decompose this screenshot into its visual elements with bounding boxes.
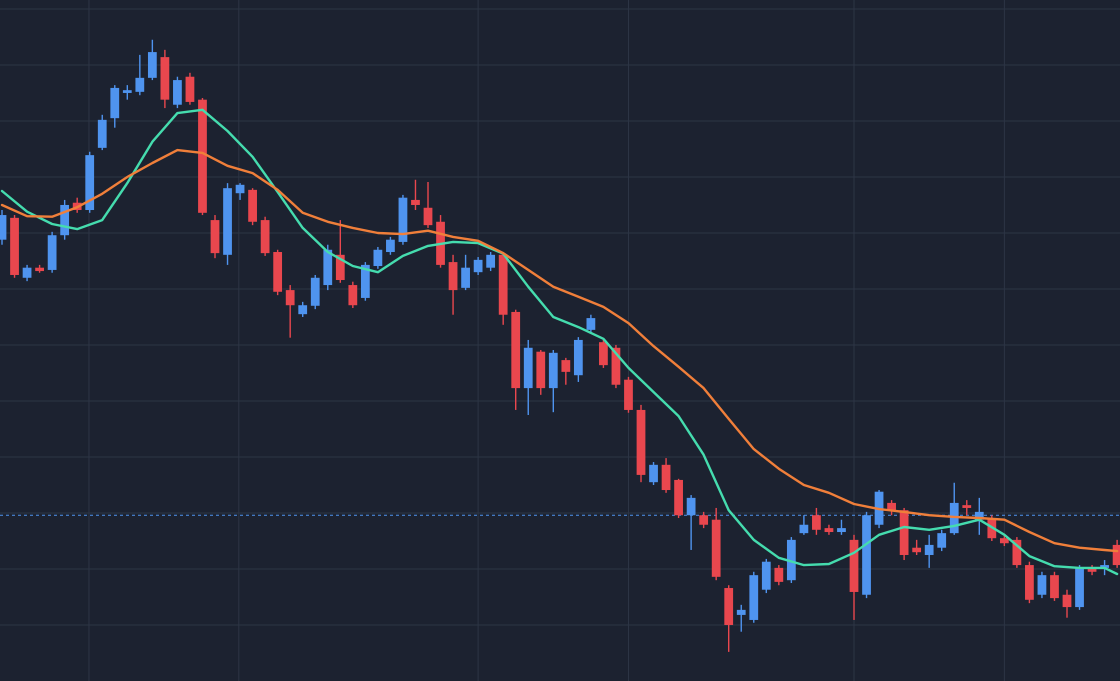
candle-body [962, 505, 972, 508]
candle-body [849, 539, 859, 592]
candle-body [724, 588, 734, 625]
candle-body [386, 239, 395, 253]
candle-body [97, 119, 107, 148]
candle-body [210, 220, 220, 254]
candle-body [173, 80, 182, 105]
candle-body [862, 515, 871, 595]
candle-body [573, 339, 583, 376]
candle-body [223, 188, 232, 255]
candle-body [912, 547, 922, 553]
candle-body [1075, 567, 1084, 608]
candle-body [548, 352, 558, 389]
candle-body [536, 351, 546, 389]
candle-body [461, 267, 470, 288]
candle-body [235, 184, 245, 194]
candle-body [611, 347, 621, 385]
candle-body [999, 538, 1009, 544]
candle-body [310, 277, 320, 306]
candle-body [285, 290, 295, 306]
candle-body [761, 561, 771, 590]
candle-body [60, 204, 70, 236]
candle-body [736, 609, 746, 615]
candle-body [1062, 594, 1072, 608]
moving-average-line [0, 108, 1119, 576]
candle-body [887, 502, 896, 511]
candle-body [147, 52, 157, 78]
candle-body [448, 262, 458, 291]
candle-body [1050, 575, 1059, 599]
candle-body [10, 217, 19, 275]
candle-body [1025, 565, 1034, 600]
candle-body [498, 254, 508, 315]
candle-body [486, 254, 496, 268]
candle-body [1012, 539, 1022, 566]
candle-body [686, 497, 696, 516]
candle-body [799, 524, 809, 534]
candle-body [511, 311, 521, 389]
candle-body [398, 197, 408, 242]
candle-body [649, 464, 658, 483]
candle-body [273, 252, 283, 292]
candle-body [523, 347, 533, 389]
candle-body [411, 199, 420, 205]
candle-body [974, 511, 984, 520]
candle-body [185, 76, 195, 102]
candle-body [198, 99, 207, 213]
candle-body [0, 215, 7, 240]
candle-body [1087, 567, 1097, 572]
candle-body [85, 155, 95, 211]
candle-body [1112, 544, 1120, 566]
candle-body [360, 264, 370, 298]
candle-body [711, 519, 721, 577]
candle-body [373, 249, 383, 267]
candle-body [47, 235, 57, 270]
candle-body [824, 528, 834, 533]
candle-body [1037, 575, 1047, 595]
candle-body [674, 479, 683, 516]
candle-body [661, 464, 671, 491]
candle-body [561, 360, 571, 372]
candle-body [423, 207, 433, 226]
candle-body [837, 528, 846, 533]
candle-body [135, 77, 145, 92]
candle-body [624, 379, 633, 410]
candle-body [812, 515, 821, 530]
candle-body [599, 342, 608, 366]
candle-body [122, 90, 132, 93]
candle-body [774, 567, 784, 582]
candle-body [160, 57, 170, 100]
candle-body [699, 515, 709, 525]
candle-body [348, 285, 358, 306]
candle-body [586, 318, 596, 330]
candle-body [749, 575, 759, 620]
candle-body [323, 249, 333, 286]
candle-body [35, 267, 44, 272]
candle-body [335, 254, 345, 281]
candle-body [786, 539, 796, 581]
moving-average-line [0, 148, 1119, 553]
candle-body [473, 259, 483, 273]
candle-body [937, 533, 947, 548]
candle-body [248, 189, 257, 222]
candle-body [636, 409, 646, 475]
candle-body [899, 510, 909, 555]
candle-body [924, 544, 934, 555]
candle-body [298, 305, 308, 315]
candle-body [260, 220, 270, 254]
candle-body [22, 267, 32, 278]
candle-body [1100, 565, 1109, 568]
candle-body [110, 87, 120, 119]
